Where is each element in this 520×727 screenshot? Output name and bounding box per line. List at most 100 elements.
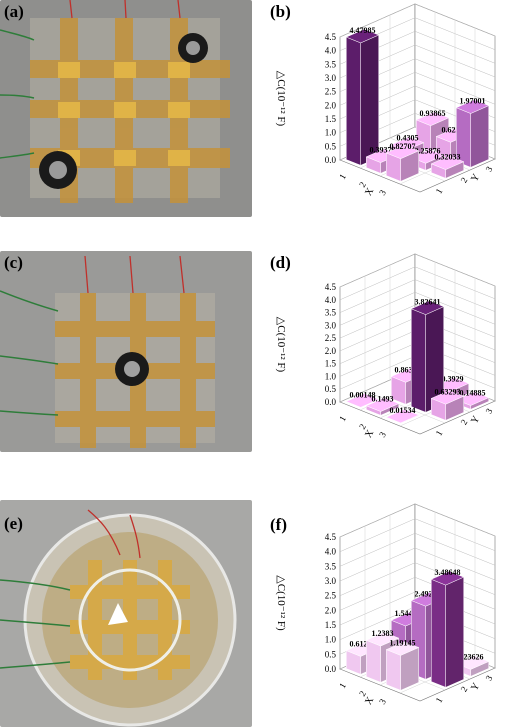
- bar-value-label: 1.54402: [395, 609, 421, 618]
- bar-top-face: [345, 28, 380, 44]
- bar: 4.47985: [345, 26, 380, 166]
- z-tick-label: 1.0: [325, 128, 337, 138]
- y-depth-axis-label: Y: [469, 172, 482, 184]
- panel-label-e: (e): [4, 514, 23, 533]
- bar-top-face: [365, 632, 400, 647]
- x-axis-label: X: [363, 427, 377, 439]
- bar-top-face: [410, 300, 445, 315]
- bar-value-label: 1.2383: [372, 629, 394, 638]
- z-tick-label: 3.0: [325, 73, 337, 83]
- photo-c: [0, 251, 252, 452]
- z-tick-label: 2.5: [325, 591, 337, 601]
- bar-value-label: 1.97001: [460, 97, 486, 106]
- z-tick-label: 4.5: [325, 32, 337, 42]
- bar-top-face: [435, 377, 470, 392]
- panel-label-d: (d): [270, 253, 291, 272]
- y-tick-label: 2: [459, 418, 470, 427]
- bar-front-face: [346, 36, 361, 166]
- bar-value-label: 2.49274: [415, 589, 441, 598]
- bar-value-label: 1.19145: [390, 639, 416, 648]
- chart-d: 0.0 0.5 1.0 1.5 2.0 2.5 3.0 3.5 4.0 4.5 △C(10⁻¹² F…: [262, 250, 517, 460]
- bar-value-label: 0.63293: [435, 387, 461, 396]
- bar: 0.01534: [385, 406, 420, 424]
- x-tick-label: 3: [377, 697, 388, 706]
- y-tick-label: 1: [434, 187, 445, 196]
- bar-top-face: [410, 149, 445, 164]
- z-tick-label: 4.0: [325, 295, 337, 305]
- bar-top-face: [415, 111, 450, 126]
- bar: 0.00148: [345, 391, 380, 408]
- y-depth-axis-label: Y: [469, 681, 482, 693]
- z-tick-label: 1.0: [325, 635, 337, 645]
- panel-label-b: (b): [270, 2, 291, 21]
- bar: 0.32033: [430, 153, 465, 179]
- bar-top-face: [345, 393, 380, 408]
- bar-side-face: [470, 105, 489, 168]
- gridline: [364, 390, 446, 424]
- bar: 3.82641: [410, 298, 445, 413]
- y-tick-label: 1: [434, 696, 445, 705]
- z-tick-label: 0.5: [325, 141, 337, 151]
- bar-value-label: 0.1493: [372, 395, 394, 404]
- bar-top-face: [385, 144, 420, 159]
- z-tick-label: 4.0: [325, 547, 337, 557]
- y-axis-label: △C(10⁻¹² F): [275, 317, 287, 373]
- y-tick-label: 3: [484, 164, 495, 173]
- x-tick-label: 1: [337, 172, 348, 181]
- bar: 3.48648: [430, 568, 465, 688]
- y-axis-label: △C(10⁻¹² F): [275, 575, 287, 631]
- bar-value-label: 0.14885: [460, 389, 486, 398]
- bar-front-face: [366, 639, 381, 683]
- bar: 0.1493: [365, 395, 400, 416]
- y-depth-axis-label: Y: [469, 414, 482, 426]
- bar-value-label: 0.01534: [390, 406, 416, 415]
- sensor-array-under-beaker-photo: [0, 500, 252, 727]
- bar-value-label: .23626: [462, 653, 484, 662]
- x-tick-label: 1: [337, 681, 348, 690]
- x-tick-label: 2: [357, 689, 368, 698]
- bar-value-label: 0.32033: [435, 153, 461, 162]
- z-tick-label: 0.5: [325, 384, 337, 394]
- axes-grid: 0.0 0.5 1.0 1.5 2.0 2.5 3.0 3.5 4.0 4.5: [325, 253, 496, 435]
- sensor-array-photo: [0, 0, 252, 217]
- x-tick-label: 1: [337, 414, 348, 423]
- chart-f: 0.0 0.5 1.0 1.5 2.0 2.5 3.0 3.5 4.0 4.5 △C(10⁻¹² F…: [262, 500, 517, 727]
- bar-top-face: [430, 571, 465, 586]
- bar-value-label: 0.00148: [350, 391, 376, 400]
- z-tick-label: 2.0: [325, 605, 337, 615]
- z-tick-label: 3.5: [325, 561, 337, 571]
- bar: 0.63293: [430, 387, 465, 421]
- bar-value-label: 0.93865: [420, 109, 446, 118]
- bar-value-label: 0.4305: [397, 134, 419, 143]
- z-tick-label: 4.5: [325, 282, 337, 292]
- bar-value-label: 3.82641: [415, 298, 441, 307]
- z-tick-label: 1.5: [325, 114, 337, 124]
- bar-value-label: 0.25876: [415, 146, 441, 155]
- chart-f-svg: 0.0 0.5 1.0 1.5 2.0 2.5 3.0 3.5 4.0 4.5 △C(10⁻¹² F…: [275, 503, 496, 707]
- z-tick-label: 3.5: [325, 308, 337, 318]
- z-tick-label: 2.5: [325, 333, 337, 343]
- z-tick-label: 1.0: [325, 371, 337, 381]
- bar-top-face: [385, 641, 420, 656]
- bar-top-face: [430, 155, 465, 170]
- panel-label-c: (c): [4, 253, 23, 272]
- bar-value-label: 0.82707: [390, 142, 416, 151]
- x-tick-label: 3: [377, 430, 388, 439]
- bar: 1.97001: [455, 97, 490, 168]
- bar-front-face: [411, 308, 426, 413]
- z-tick-label: 4.5: [325, 532, 337, 542]
- z-tick-label: 0.0: [325, 155, 337, 165]
- bar-top-face: [455, 391, 490, 406]
- bar: 0.82707: [385, 142, 420, 182]
- z-tick-label: 2.5: [325, 87, 337, 97]
- x-tick-label: 2: [357, 422, 368, 431]
- bar-value-label: 0.86373: [395, 365, 421, 374]
- y-tick-label: 2: [459, 685, 470, 694]
- bar-top-face: [430, 390, 465, 405]
- bar-value-label: 0.39376: [370, 146, 396, 155]
- bar-value-label: 0.6239: [442, 125, 464, 134]
- x-tick-label: 2: [357, 180, 368, 189]
- z-tick-label: 2.0: [325, 100, 337, 110]
- z-tick-label: 3.5: [325, 59, 337, 69]
- z-tick-label: 0.5: [325, 649, 337, 659]
